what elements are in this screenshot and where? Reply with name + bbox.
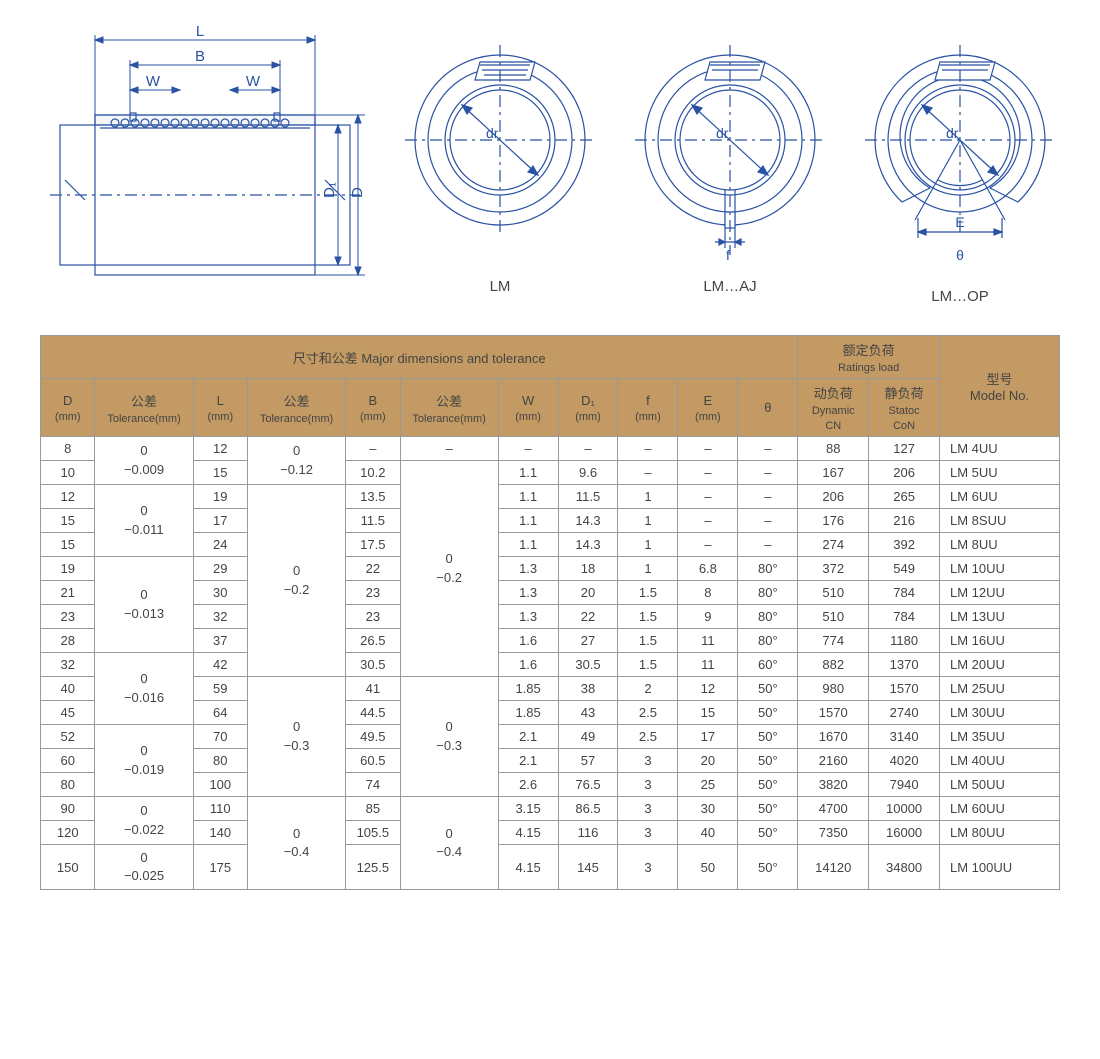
hdr-tolB: 公差Tolerance(mm) [400, 379, 498, 437]
label-aj: LM…AJ [630, 278, 830, 295]
table-row: 52 0−0.019 7049.5 2.1492.51750° 16703140… [41, 725, 1060, 749]
diagram-side-view: L B W W D D₁ [40, 20, 370, 295]
hdr-f: f(mm) [618, 379, 678, 437]
dim-W2: W [246, 73, 261, 90]
dim-D: D [349, 187, 366, 198]
dim-f: f [726, 247, 730, 263]
hdr-W: W(mm) [498, 379, 558, 437]
dim-D1: D₁ [321, 182, 338, 198]
front-aj-svg: dr f [630, 20, 830, 270]
hdr-dyn: 动负荷DynamicCN [798, 379, 869, 437]
table-row: 19 0−0.013 2922 1.31816.880° 372549LM 10… [41, 557, 1060, 581]
dim-dr-aj: dr [716, 125, 729, 141]
table-row: 608060.5 2.15732050° 21604020LM 40UU [41, 749, 1060, 773]
hdr-D: D(mm) [41, 379, 95, 437]
dim-W1: W [146, 73, 161, 90]
diagram-front-aj: dr f LM…AJ [630, 20, 830, 295]
hdr-ratings: 额定负荷 Ratings load [798, 336, 940, 379]
table-row: 32 0−0.016 4230.5 1.630.51.51160° 882137… [41, 653, 1060, 677]
hdr-tolL: 公差Tolerance(mm) [248, 379, 346, 437]
front-op-svg: dr E θ [860, 20, 1060, 280]
table-row: 90 0−0.022 110 0−0.4 85 0−0.4 3.1586.533… [41, 797, 1060, 821]
table-row: 12 0−0.011 19 0−0.2 13.5 1.111.51–– 2062… [41, 485, 1060, 509]
dim-E: E [955, 214, 964, 230]
hdr-theta: θ [738, 379, 798, 437]
hdr-B: B(mm) [346, 379, 400, 437]
hdr-E: E(mm) [678, 379, 738, 437]
hdr-stat: 静负荷StatocCoN [869, 379, 940, 437]
front-lm-svg: dr [400, 20, 600, 270]
diagram-front-lm: dr LM [400, 20, 600, 295]
dim-theta: θ [956, 247, 964, 263]
table-row: 283726.5 1.6271.51180° 7741180LM 16UU [41, 629, 1060, 653]
table-row: 4059 0−0.3 41 0−0.3 1.853821250° 9801570… [41, 677, 1060, 701]
table-row: 456444.5 1.85432.51550° 15702740LM 30UU [41, 701, 1060, 725]
table-row: 8 0−0.009 12 0−0.12 – – ––––– 88127LM 4U… [41, 437, 1060, 461]
hdr-dims: 尺寸和公差 Major dimensions and tolerance [41, 336, 798, 379]
table-row: 152417.5 1.114.31–– 274392LM 8UU [41, 533, 1060, 557]
table-row: 10 15 10.2 0−0.2 1.19.6––– 167206LM 5UU [41, 461, 1060, 485]
table-row: 233223 1.3221.5980° 510784LM 13UU [41, 605, 1060, 629]
label-op: LM…OP [860, 288, 1060, 305]
spec-table: 尺寸和公差 Major dimensions and tolerance 额定负… [40, 335, 1060, 890]
dim-B: B [195, 48, 205, 65]
table-row: 120140105.5 4.1511634050° 735016000LM 80… [41, 821, 1060, 845]
dim-dr-lm: dr [486, 125, 499, 141]
table-row: 151711.5 1.114.31–– 176216LM 8SUU [41, 509, 1060, 533]
hdr-L: L(mm) [193, 379, 247, 437]
diagram-front-op: dr E θ LM…OP [860, 20, 1060, 305]
label-lm: LM [400, 278, 600, 295]
dim-L: L [196, 23, 204, 40]
side-view-svg: L B W W D D₁ [40, 20, 370, 295]
table-row: 8010074 2.676.532550° 38207940LM 50UU [41, 773, 1060, 797]
hdr-model: 型号 Model No. [940, 336, 1060, 437]
table-row: 150 0−0.025 175125.5 4.1514535050° 14120… [41, 845, 1060, 890]
diagrams-row: L B W W D D₁ [40, 20, 1060, 305]
dim-dr-op: dr [946, 125, 959, 141]
table-row: 213023 1.3201.5880° 510784LM 12UU [41, 581, 1060, 605]
hdr-D1: D₁(mm) [558, 379, 618, 437]
hdr-tolD: 公差Tolerance(mm) [95, 379, 193, 437]
